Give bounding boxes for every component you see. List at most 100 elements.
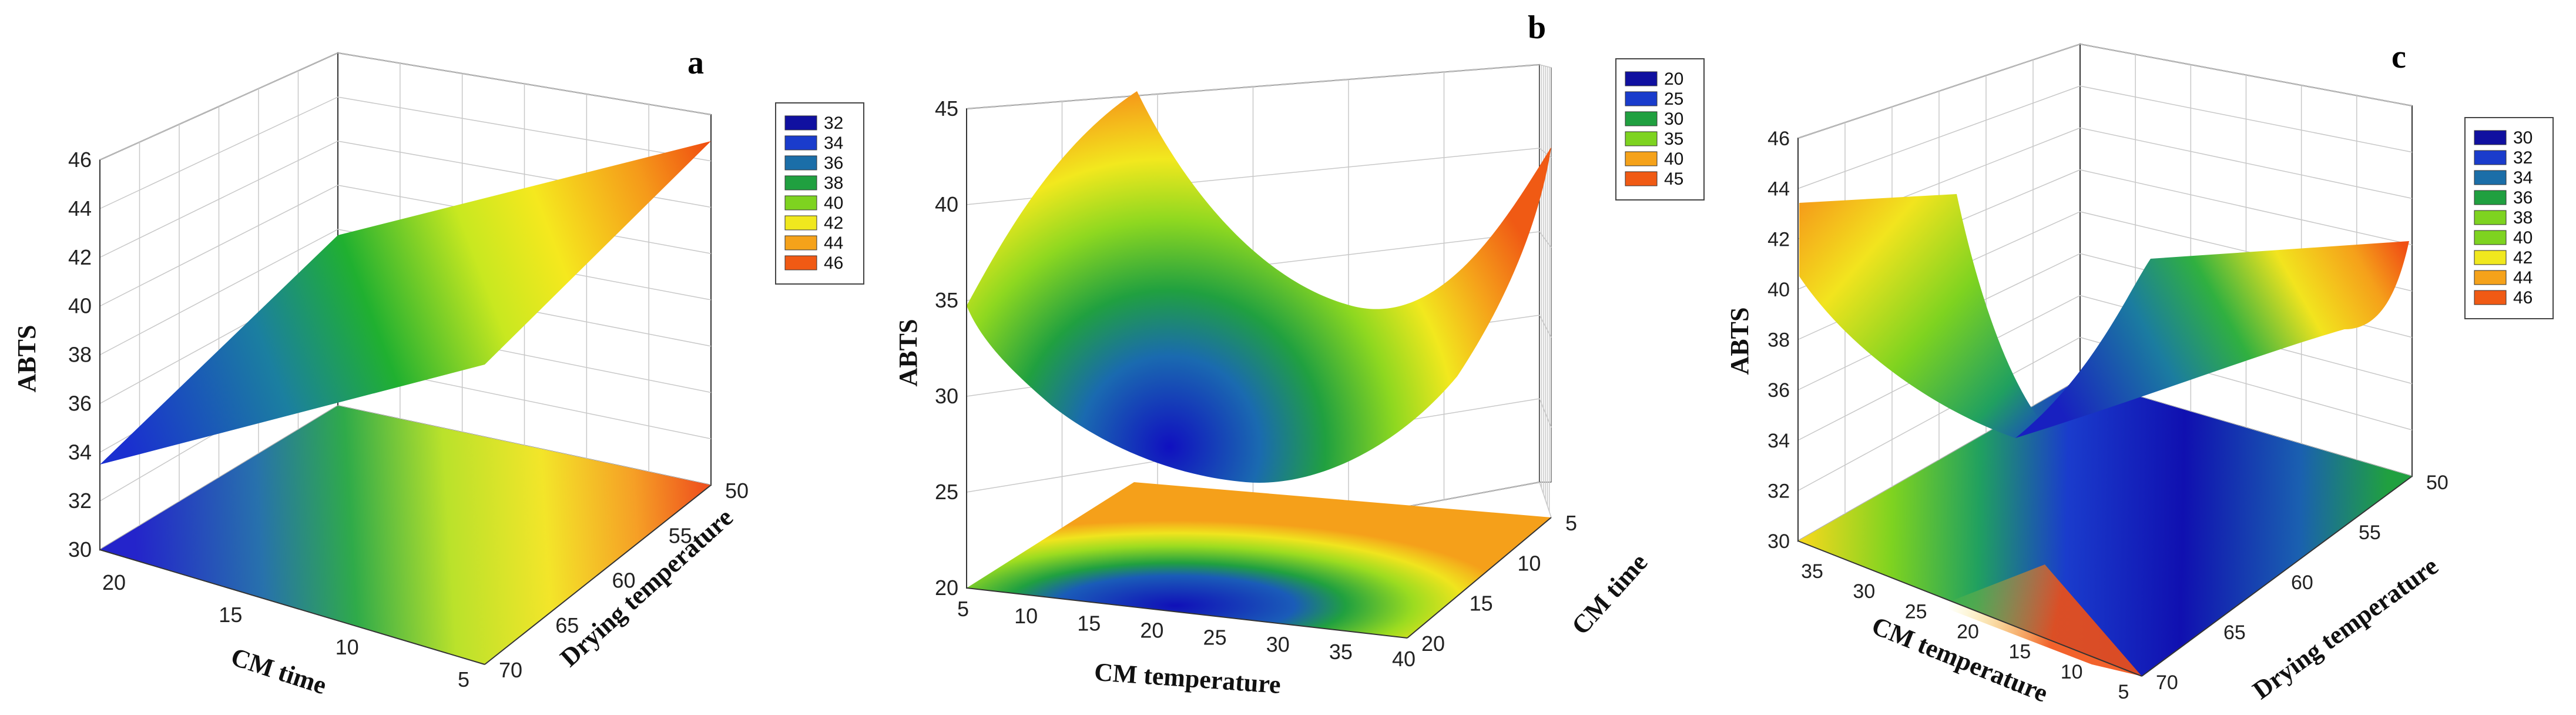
b-x-tick: 10 <box>1014 604 1038 628</box>
a-legend-label: 34 <box>824 133 843 153</box>
a-x-tick: 20 <box>102 570 126 594</box>
c-x-tick: 5 <box>2118 681 2129 703</box>
c-floor-contour <box>1798 379 2412 676</box>
b-legend-swatch <box>1625 111 1658 126</box>
a-y-tick: 55 <box>669 523 692 547</box>
b-legend-label: 25 <box>1664 89 1683 109</box>
c-legend-swatch <box>2474 230 2507 245</box>
c-y-tick: 65 <box>2223 622 2246 644</box>
c-z-tick: 34 <box>1767 430 1790 452</box>
a-y-tick: 70 <box>499 658 522 682</box>
c-legend-swatch <box>2474 270 2507 285</box>
a-z-tick: 42 <box>68 245 92 269</box>
b-z-tick: 30 <box>935 384 958 408</box>
b-legend-swatch <box>1625 91 1658 106</box>
c-legend-label: 32 <box>2513 148 2533 168</box>
a-legend-swatch <box>784 255 817 270</box>
b-legend-label: 20 <box>1664 69 1683 89</box>
c-z-tick: 44 <box>1767 178 1790 201</box>
a-z-title: ABTS <box>12 325 41 393</box>
a-z-tick: 34 <box>68 440 92 464</box>
c-z-tick: 30 <box>1767 530 1790 553</box>
a-legend-swatch <box>784 135 817 151</box>
a-z-tick: 44 <box>68 196 92 220</box>
b-response-surface <box>967 91 1551 483</box>
b-x-tick: 35 <box>1329 640 1353 664</box>
a-legend-label: 40 <box>824 193 843 213</box>
a-y-axis <box>484 485 712 665</box>
a-x-title: CM time <box>227 642 330 700</box>
a-legend-label: 36 <box>824 153 843 173</box>
c-legend-swatch <box>2474 150 2507 165</box>
b-x-tick: 40 <box>1392 647 1416 671</box>
b-y-tick: 10 <box>1517 551 1541 575</box>
c-legend-label: 44 <box>2513 268 2533 288</box>
a-legend-label: 42 <box>824 213 843 233</box>
b-z-tick: 45 <box>935 96 958 121</box>
c-x-tick: 25 <box>1905 600 1927 623</box>
a-legend-swatch <box>784 215 817 230</box>
a-legend-swatch <box>784 155 817 171</box>
b-legend-label: 30 <box>1664 109 1683 129</box>
b-z-title: ABTS <box>894 319 923 387</box>
b-y-tick: 20 <box>1421 632 1445 656</box>
a-x-tick: 15 <box>219 603 242 627</box>
b-z-tick: 20 <box>935 576 958 600</box>
c-legend-label: 42 <box>2513 248 2533 268</box>
c-z-tick: 36 <box>1767 379 1790 402</box>
a-y-tick: 50 <box>725 479 749 503</box>
c-z-tick: 32 <box>1767 480 1790 502</box>
c-y-axis <box>2141 476 2413 677</box>
b-x-tick: 30 <box>1266 633 1290 657</box>
a-x-axis <box>99 549 485 665</box>
b-x-tick: 25 <box>1203 626 1227 650</box>
b-floor-contour <box>967 482 1551 638</box>
a-z-tick: 30 <box>68 537 92 562</box>
c-z-tick: 42 <box>1767 228 1790 250</box>
a-z-tick: 36 <box>68 391 92 415</box>
b-legend-label: 35 <box>1664 129 1683 149</box>
c-x-axis <box>1797 540 2142 677</box>
a-legend-swatch <box>784 195 817 211</box>
b-legend-swatch <box>1625 171 1658 186</box>
a-z-tick: 40 <box>68 294 92 318</box>
a-legend-swatch <box>784 175 817 191</box>
a-z-tick: 38 <box>68 343 92 367</box>
c-z-tick: 40 <box>1767 279 1790 301</box>
c-legend-swatch <box>2474 130 2507 145</box>
a-legend-swatch <box>784 115 817 131</box>
a-response-surface <box>100 141 711 465</box>
b-legend-swatch <box>1625 151 1658 166</box>
b-x-axis <box>966 587 1408 639</box>
c-z-tick: 38 <box>1767 329 1790 352</box>
c-z-title: ABTS <box>1725 308 1754 375</box>
c-y-tick: 50 <box>2426 472 2448 494</box>
c-legend-label: 30 <box>2513 128 2533 148</box>
c-z-tick: 46 <box>1767 128 1790 150</box>
c-x-tick: 35 <box>1801 560 1823 583</box>
b-ticks: 20 25 30 35 40 45 5 10 15 20 25 30 35 40 5 10 15 20 <box>935 96 1577 671</box>
c-legend-label: 34 <box>2513 168 2533 188</box>
a-legend-label: 44 <box>824 233 843 253</box>
b-z-tick: 35 <box>935 288 958 312</box>
a-legend-label: 38 <box>824 173 843 193</box>
b-legend-label: 40 <box>1664 149 1683 169</box>
b-legend-swatch <box>1625 71 1658 86</box>
b-y-axis <box>1407 517 1552 639</box>
a-legend-box <box>775 102 864 285</box>
b-legend-swatch <box>1625 131 1658 146</box>
c-response-surface-right <box>2015 241 2409 438</box>
a-y-tick: 60 <box>612 569 636 593</box>
c-y-tick: 55 <box>2359 522 2381 544</box>
b-y-title: CM time <box>1566 548 1653 640</box>
c-legend-swatch <box>2474 210 2507 225</box>
c-legend-label: 38 <box>2513 208 2533 228</box>
c-x-tick: 10 <box>2061 661 2083 683</box>
a-legend-label: 46 <box>824 253 843 273</box>
a-panel-label: a <box>687 45 704 81</box>
c-y-tick: 60 <box>2291 572 2313 594</box>
